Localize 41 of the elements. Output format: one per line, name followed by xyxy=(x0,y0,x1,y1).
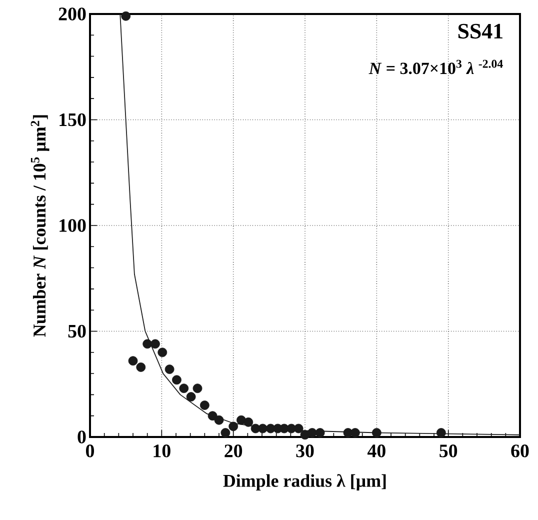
point xyxy=(315,428,325,438)
point xyxy=(372,428,382,438)
point xyxy=(244,417,254,427)
point xyxy=(164,364,174,374)
chart-title: SS41 xyxy=(458,24,502,39)
point xyxy=(258,424,268,434)
point xyxy=(121,11,131,21)
x-tick-label: 30 xyxy=(296,444,314,458)
point xyxy=(128,356,138,366)
x-axis-title: Dimple radius λ [µm] xyxy=(223,474,386,491)
point xyxy=(192,384,202,394)
point xyxy=(307,428,317,438)
point xyxy=(294,424,304,434)
point xyxy=(350,428,360,438)
point xyxy=(179,384,189,394)
x-tick-label: 50 xyxy=(440,444,458,458)
y-tick-label: 50 xyxy=(68,324,86,338)
point xyxy=(186,392,196,402)
x-tick-label: 20 xyxy=(224,444,242,458)
point xyxy=(208,411,218,421)
x-tick-label: 60 xyxy=(511,444,529,458)
y-tick-label: 150 xyxy=(60,113,86,126)
annotation: N = 3.07×10$^{3}$ λ $^{-2.04}$ xyxy=(368,60,503,74)
point xyxy=(142,339,152,349)
y-tick-label: 200 xyxy=(58,8,86,20)
y-tick-label: 100 xyxy=(60,219,86,232)
point xyxy=(172,375,182,385)
point xyxy=(236,415,246,425)
y-tick-label: 0 xyxy=(78,430,86,444)
point xyxy=(158,348,168,358)
point xyxy=(214,415,224,425)
x-tick-label: 0 xyxy=(86,444,94,458)
point xyxy=(436,428,446,438)
x-tick-label: 40 xyxy=(367,444,386,458)
point xyxy=(228,422,238,432)
point xyxy=(200,400,210,410)
x-tick-label: 10 xyxy=(154,444,170,458)
point xyxy=(136,362,146,372)
y-axis-title: Number N [counts / 10$^{5}$ µm$^{2}$] xyxy=(30,115,50,337)
point xyxy=(220,428,230,438)
point xyxy=(150,339,160,349)
